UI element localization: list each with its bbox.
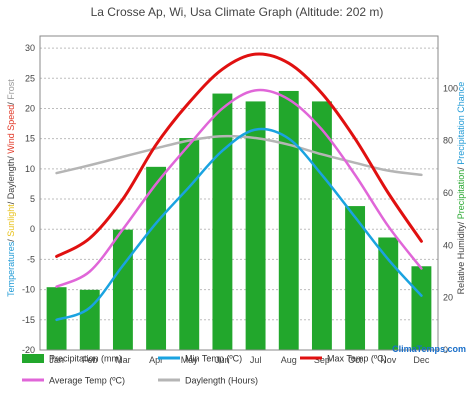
precipitation-bar [179, 138, 200, 350]
precipitation-bar [212, 93, 233, 351]
axis-label-part: Temperatures [6, 241, 16, 297]
x-tick-label: May [181, 355, 199, 365]
x-tick-label: Aug [281, 355, 297, 365]
precipitation-mm-legend-label: Precipitation (mm) [49, 354, 122, 364]
axis-label-part: Wind Speed [6, 105, 16, 154]
precipitation-bar [146, 166, 167, 350]
axis-label-part: / [6, 100, 16, 105]
x-axis-ticks: Jan Feb Mar Apr May Jun Jul Aug Sep Oct Nov Dec [49, 355, 430, 365]
precipitation-bar [112, 229, 133, 350]
precipitation-bar [311, 101, 332, 351]
x-tick-label: Mar [115, 355, 131, 365]
axis-label-part: Precipitation [456, 170, 466, 220]
x-tick-label: Jul [250, 355, 262, 365]
left-tick-label: 0 [30, 224, 35, 234]
precipitation-bar [345, 206, 366, 350]
x-tick-label: Nov [380, 355, 397, 365]
average-temp-c-line [55, 88, 423, 288]
watermark: ClimaTemps.com [392, 344, 466, 354]
precipitation-bar [245, 101, 266, 351]
axis-label-part: Frost [6, 79, 16, 100]
right-axis-ticks: 0 20 40 60 80 100 [443, 83, 458, 355]
precipitation-bar [79, 289, 100, 350]
axis-label-part: Relative Humidity/ [456, 219, 466, 294]
left-tick-label: 5 [30, 194, 35, 204]
axis-label-part: / [456, 165, 466, 170]
axis-label-part: Precipitation Chance [456, 82, 466, 165]
precipitation-bar [378, 237, 399, 350]
x-tick-label: Jun [215, 355, 230, 365]
plot-border [39, 35, 439, 351]
right-tick-label: 60 [443, 188, 453, 198]
chart-title: La Crosse Ap, Wi, Usa Climate Graph (Alt… [91, 5, 384, 19]
right-tick-label: 80 [443, 136, 453, 146]
x-tick-label: Jan [49, 355, 64, 365]
axis-label-part: / [6, 237, 16, 242]
axis-label-part: / Daylength/ [6, 154, 16, 205]
left-tick-label: 15 [25, 134, 35, 144]
right-tick-label: 0 [443, 345, 448, 355]
right-axis-label: Relative Humidity/ Precipitation/ Precip… [456, 82, 466, 295]
left-tick-label: -10 [22, 285, 35, 295]
right-tick-label: 40 [443, 240, 453, 250]
axis-label-part: Sunlight [6, 204, 16, 237]
left-tick-label: 10 [25, 164, 35, 174]
left-axis-ticks: -20 -15 -10 -5 0 5 10 15 20 25 30 [22, 43, 35, 355]
precipitation-mm-legend-swatch [22, 354, 44, 363]
precipitation-bars [46, 90, 432, 351]
legend: Precipitation (mm) Min Temp (ºC) Max Temp … [22, 354, 387, 386]
x-tick-label: Dec [413, 355, 430, 365]
max-temp-c-line [55, 52, 423, 258]
left-axis-label: Temperatures/ Sunlight/ Daylength/ Wind … [6, 79, 16, 297]
average-temp-c-legend-label: Average Temp (ºC) [49, 376, 125, 386]
right-tick-label: 20 [443, 293, 453, 303]
x-tick-label: Apr [149, 355, 163, 365]
precipitation-bar [411, 266, 432, 350]
temperature-lines [55, 52, 423, 322]
x-tick-label: Feb [82, 355, 98, 365]
left-tick-label: 20 [25, 103, 35, 113]
left-tick-label: -15 [22, 315, 35, 325]
plot-frame [39, 35, 439, 351]
x-tick-label: Sep [314, 355, 330, 365]
daylength-hours-legend-label: Daylength (Hours) [185, 376, 258, 386]
left-tick-label: 30 [25, 43, 35, 53]
left-tick-label: -5 [27, 254, 35, 264]
left-tick-label: 25 [25, 73, 35, 83]
x-tick-label: Oct [348, 355, 363, 365]
max-temp-c-legend-label: Max Temp (ºC) [327, 354, 387, 364]
min-temp-c-legend-label: Min Temp (ºC) [185, 354, 242, 364]
min-temp-c-line [55, 127, 423, 322]
left-tick-label: -20 [22, 345, 35, 355]
precipitation-bar [278, 90, 299, 350]
right-tick-label: 100 [443, 83, 458, 93]
